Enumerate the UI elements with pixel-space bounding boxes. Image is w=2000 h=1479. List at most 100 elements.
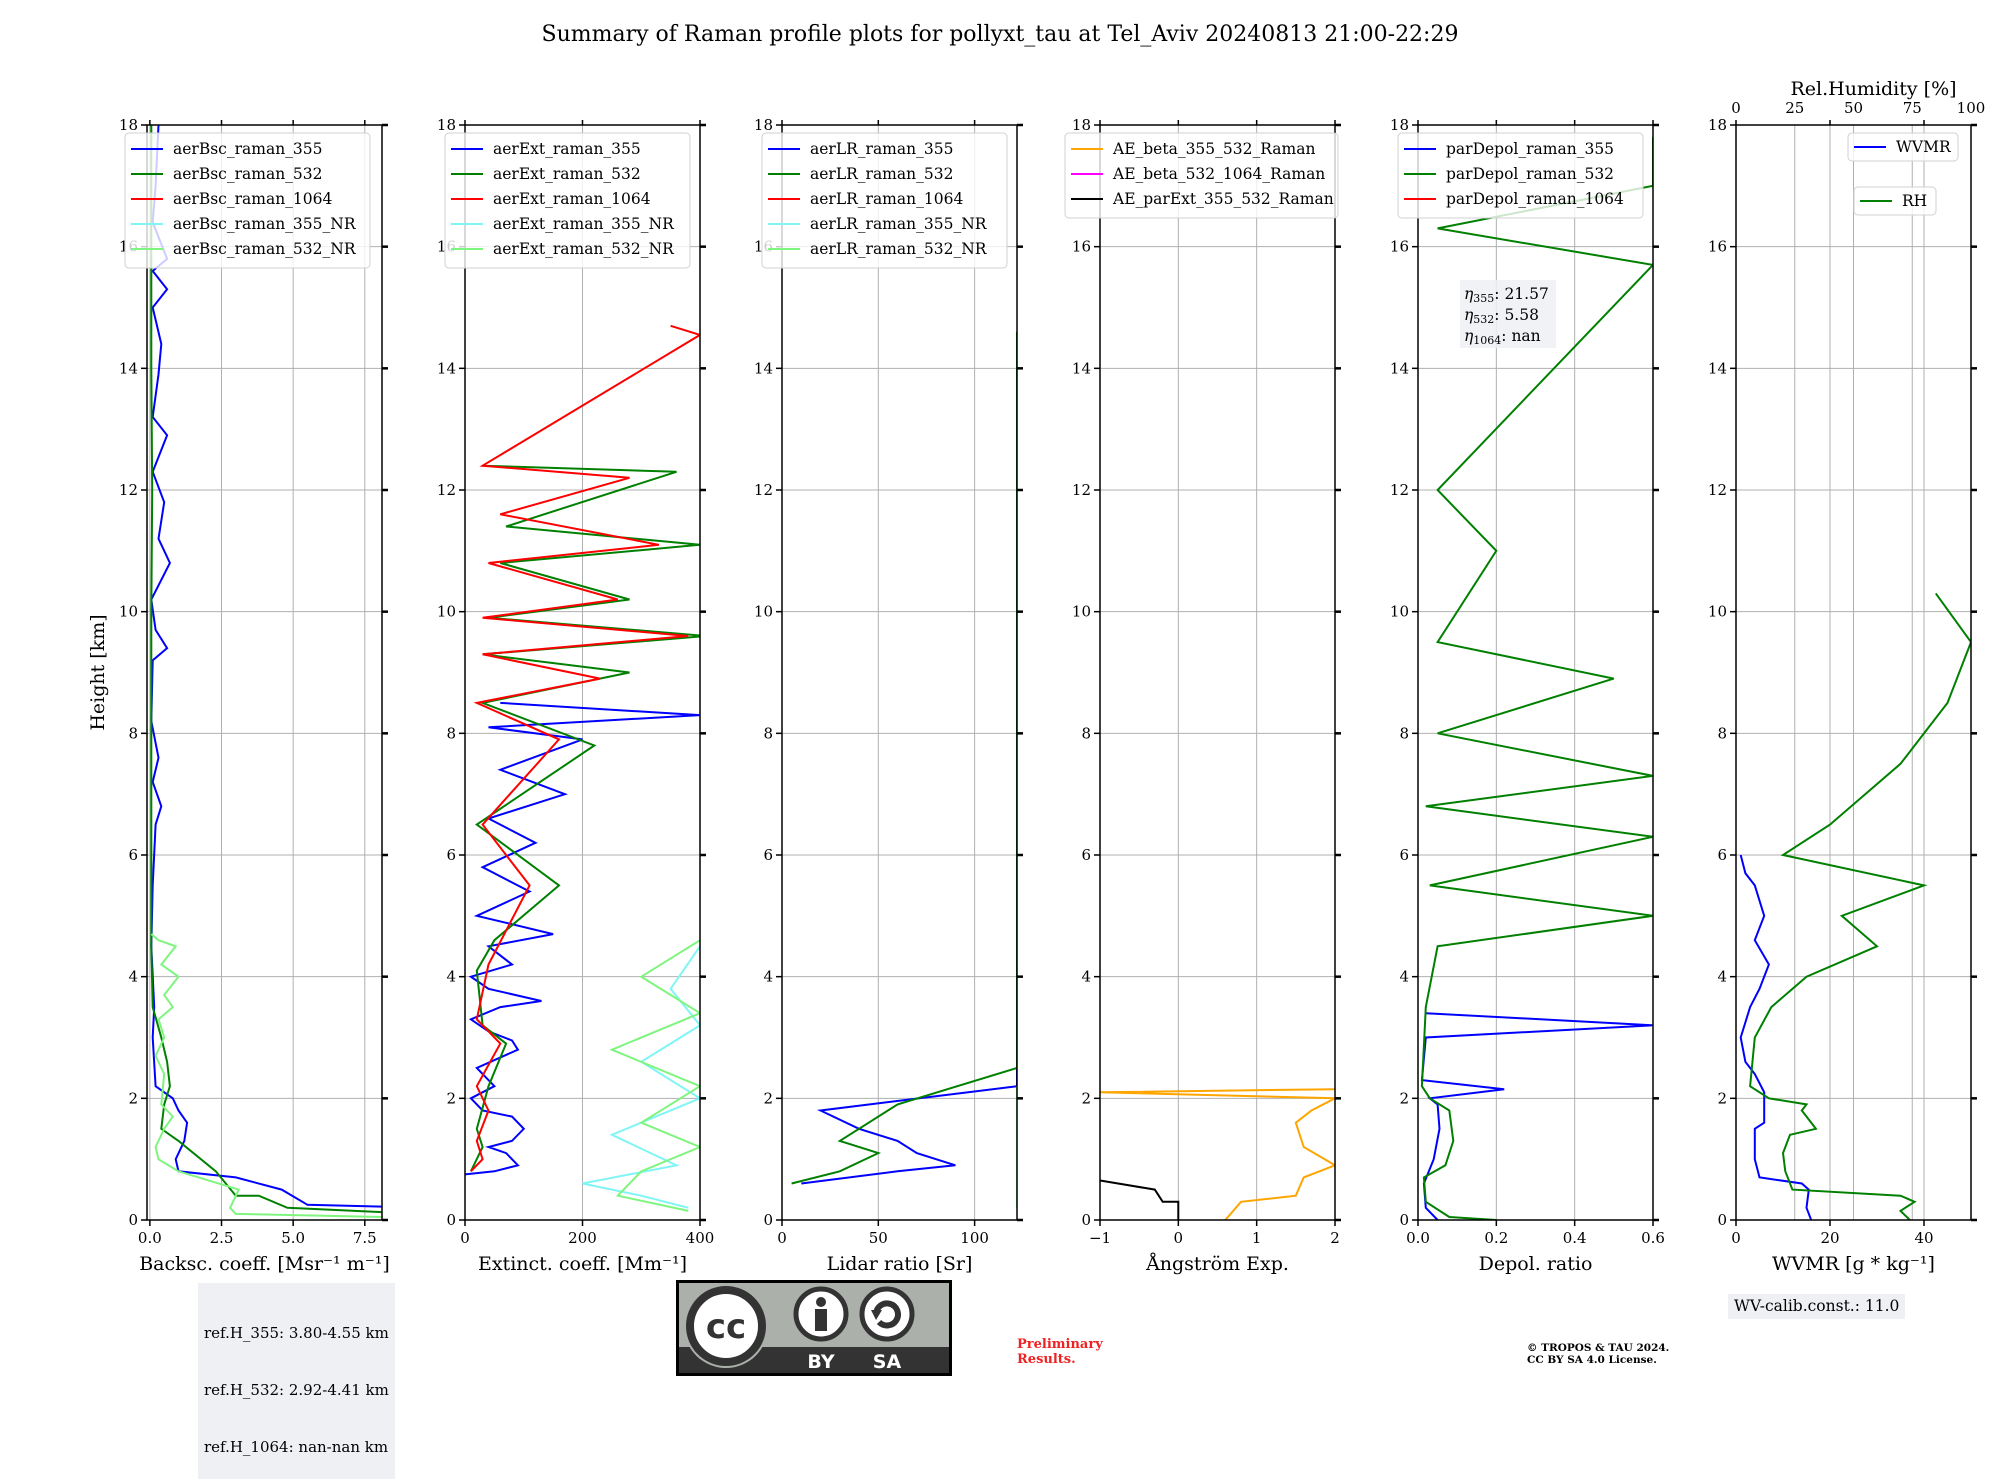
wv-calibration-box: WV-calib.const.: 11.0 bbox=[1728, 1294, 1906, 1319]
y-tick-label: 0 bbox=[1717, 1211, 1727, 1229]
x-tick-label: 2.5 bbox=[210, 1229, 234, 1247]
legend-label: aerLR_raman_532 bbox=[810, 165, 953, 183]
legend: parDepol_raman_355 parDepol_raman_532 parD… bbox=[1397, 132, 1644, 219]
x-tick-label: 200 bbox=[568, 1229, 597, 1247]
y-tick-label: 4 bbox=[128, 968, 138, 986]
y-tick-label: 12 bbox=[1072, 481, 1091, 499]
legend-label: aerLR_raman_532_NR bbox=[810, 240, 988, 258]
x-tick-label: 0.0 bbox=[1406, 1229, 1430, 1247]
legend-label: aerBsc_raman_532 bbox=[173, 165, 323, 183]
reference-height-box: ref.H_355: 3.80-4.55 km ref.H_532: 2.92-… bbox=[198, 1283, 395, 1479]
x-tick-label: 40 bbox=[1914, 1229, 1933, 1247]
by-label: BY bbox=[807, 1351, 834, 1373]
y-tick-label: 10 bbox=[754, 603, 773, 621]
y-tick-label: 10 bbox=[119, 603, 138, 621]
y-tick-label: 8 bbox=[1399, 724, 1409, 742]
legend-label: AE_beta_532_1064_Raman bbox=[1112, 165, 1325, 183]
y-tick-label: 4 bbox=[446, 968, 456, 986]
eta-line: η1064: nan bbox=[1464, 327, 1541, 347]
y-tick-label: 12 bbox=[1708, 481, 1727, 499]
ref-height-1064: ref.H_1064: nan-nan km bbox=[204, 1438, 389, 1456]
plot-frame bbox=[146, 124, 383, 1221]
y-tick-label: 14 bbox=[1072, 359, 1091, 377]
panel-lidar_ratio: 024681012141618050100Lidar ratio [Sr]aer… bbox=[754, 116, 1023, 1275]
legend-box bbox=[1847, 132, 1959, 162]
legend-label: parDepol_raman_532 bbox=[1446, 165, 1614, 183]
series-line-aerLR_raman_532 bbox=[791, 331, 1017, 1185]
series-line-aerExt_raman_532_NR bbox=[609, 939, 700, 1212]
plot-frame bbox=[1735, 124, 1972, 1221]
legend: aerLR_raman_355 aerLR_raman_532 aerLR_rama… bbox=[761, 132, 1008, 269]
legend-label: aerExt_raman_355_NR bbox=[493, 215, 675, 233]
copyright-note: © TROPOS & TAU 2024. CC BY SA 4.0 Licens… bbox=[1527, 1342, 1669, 1366]
y-tick-label: 10 bbox=[1390, 603, 1409, 621]
series-group bbox=[1739, 592, 1971, 1220]
legend-label: WVMR bbox=[1896, 138, 1952, 156]
legend-label: aerExt_raman_1064 bbox=[493, 190, 651, 208]
series-line-RH bbox=[1749, 592, 1971, 1220]
y-tick-label: 4 bbox=[1399, 968, 1409, 986]
x-axis-label: Extinct. coeff. [Mm⁻¹] bbox=[478, 1253, 687, 1275]
y-tick-label: 14 bbox=[437, 359, 456, 377]
series-group bbox=[1420, 137, 1653, 1220]
legend-label: aerBsc_raman_355_NR bbox=[173, 215, 357, 233]
y-tick-label: 16 bbox=[1390, 238, 1409, 256]
legend-label: aerBsc_raman_355 bbox=[173, 140, 323, 158]
y-tick-label: 10 bbox=[437, 603, 456, 621]
legend-label: aerLR_raman_1064 bbox=[810, 190, 963, 208]
ref-height-355: ref.H_355: 3.80-4.55 km bbox=[204, 1324, 389, 1342]
x-tick-label: 0.6 bbox=[1641, 1229, 1665, 1247]
y-tick-label: 12 bbox=[119, 481, 138, 499]
legend-box bbox=[761, 132, 1008, 269]
x-tick-label: 100 bbox=[960, 1229, 989, 1247]
series-line-aerExt_raman_1064 bbox=[470, 324, 700, 1172]
series-line-AE_beta_355_532_Raman bbox=[1100, 1088, 1335, 1220]
x-tick-label: −1 bbox=[1089, 1229, 1111, 1247]
y-tick-label: 8 bbox=[446, 724, 456, 742]
series-line-parDepol_raman_532 bbox=[1420, 137, 1653, 1220]
y-tick-label: 18 bbox=[1390, 116, 1409, 134]
legend-label: aerBsc_raman_1064 bbox=[173, 190, 333, 208]
y-tick-label: 10 bbox=[1708, 603, 1727, 621]
y-tick-label: 0 bbox=[763, 1211, 773, 1229]
y-tick-label: 12 bbox=[754, 481, 773, 499]
x-axis-label: Ångström Exp. bbox=[1145, 1253, 1289, 1275]
series-line-aerBsc_raman_532 bbox=[150, 125, 382, 1214]
x-tick-label: 0 bbox=[777, 1229, 787, 1247]
legend-box bbox=[1064, 132, 1339, 219]
y-tick-label: 4 bbox=[763, 968, 773, 986]
series-line-parDepol_raman_355 bbox=[1420, 1012, 1653, 1220]
series-line-WVMR bbox=[1739, 854, 1813, 1220]
x-tick-label: 2 bbox=[1330, 1229, 1340, 1247]
y-tick-label: 0 bbox=[1081, 1211, 1091, 1229]
y-tick-label: 0 bbox=[128, 1211, 138, 1229]
y-tick-label: 14 bbox=[119, 359, 138, 377]
y-tick-label: 8 bbox=[1717, 724, 1727, 742]
series-group bbox=[1100, 1088, 1335, 1220]
y-tick-label: 2 bbox=[1081, 1089, 1091, 1107]
legend-box bbox=[1853, 186, 1937, 216]
panel-depolarization: 0 2 4 6 8 10 12 14 16 18 0.0 0.2 0.4 0.6 Depol. ratio p… bbox=[1390, 116, 1665, 1275]
legend-label: aerExt_raman_355 bbox=[493, 140, 641, 158]
cc-by-sa-logo: cc BY SA bbox=[676, 1280, 952, 1376]
x-tick-label: 0.0 bbox=[138, 1229, 162, 1247]
x-tick-label: 0.4 bbox=[1563, 1229, 1587, 1247]
legend-label: AE_beta_355_532_Raman bbox=[1112, 140, 1315, 158]
series-line-aerBsc_raman_355 bbox=[150, 125, 382, 1208]
y-tick-label: 14 bbox=[754, 359, 773, 377]
x-tick-label: 0 bbox=[1174, 1229, 1184, 1247]
legend: aerExt_raman_355 aerExt_raman_532 aerExt_r… bbox=[444, 132, 691, 269]
legend-label: aerBsc_raman_532_NR bbox=[173, 240, 357, 258]
x2-tick-label: 100 bbox=[1957, 99, 1986, 117]
x-tick-label: 50 bbox=[869, 1229, 888, 1247]
cc-icon: cc bbox=[684, 1284, 768, 1368]
svg-text:cc: cc bbox=[706, 1307, 746, 1347]
series-line-aerExt_raman_532 bbox=[469, 464, 700, 1172]
y-tick-label: 8 bbox=[1081, 724, 1091, 742]
x2-tick-label: 75 bbox=[1903, 99, 1922, 117]
series-line-aerExt_raman_355_NR bbox=[582, 945, 700, 1209]
series-line-aerBsc_raman_532_NR bbox=[150, 933, 382, 1218]
legend-label: parDepol_raman_355 bbox=[1446, 140, 1614, 158]
